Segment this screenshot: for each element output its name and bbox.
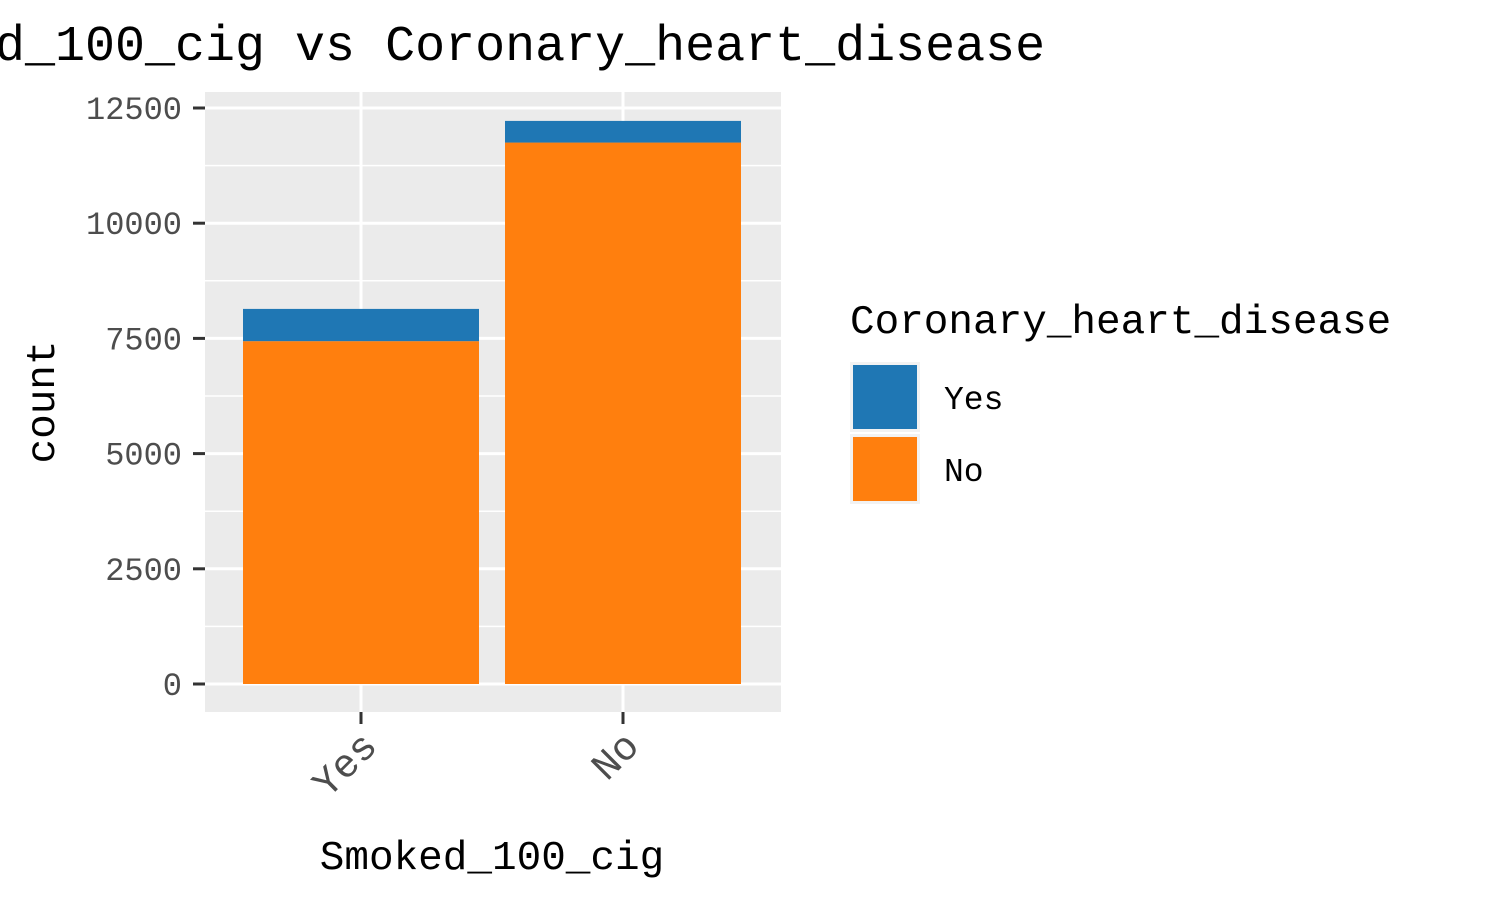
- bar-segment-yes-yes: [243, 308, 479, 342]
- y-tick-label: 12500: [86, 92, 182, 129]
- bar-segment-yes-no: [243, 341, 479, 684]
- y-tick-label: 10000: [86, 207, 182, 244]
- y-tick-label: 0: [163, 668, 182, 705]
- legend-key-no: [853, 437, 917, 501]
- chart-title: d_100_cig vs Coronary_heart_disease: [0, 19, 1045, 76]
- legend-label-no: No: [944, 454, 984, 491]
- y-tick-label: 7500: [105, 322, 182, 359]
- y-tick-label: 5000: [105, 438, 182, 475]
- bar-segment-no-no: [505, 142, 741, 684]
- y-tick-label: 2500: [105, 553, 182, 590]
- bars: [243, 120, 741, 684]
- legend-label-yes: Yes: [944, 382, 1003, 419]
- legend-key-yes: [853, 365, 917, 429]
- y-axis: 0 2500 5000 7500 10000 12500: [86, 92, 205, 705]
- x-axis: Yes No: [305, 712, 650, 808]
- y-axis-title: count: [21, 340, 67, 463]
- x-tick-label: Yes: [305, 725, 388, 808]
- legend-title: Coronary_heart_disease: [850, 300, 1391, 346]
- bar-segment-no-yes: [505, 120, 741, 143]
- x-axis-title: Smoked_100_cig: [320, 836, 664, 882]
- x-tick-label: No: [584, 725, 650, 791]
- legend: Coronary_heart_disease Yes No: [850, 300, 1391, 504]
